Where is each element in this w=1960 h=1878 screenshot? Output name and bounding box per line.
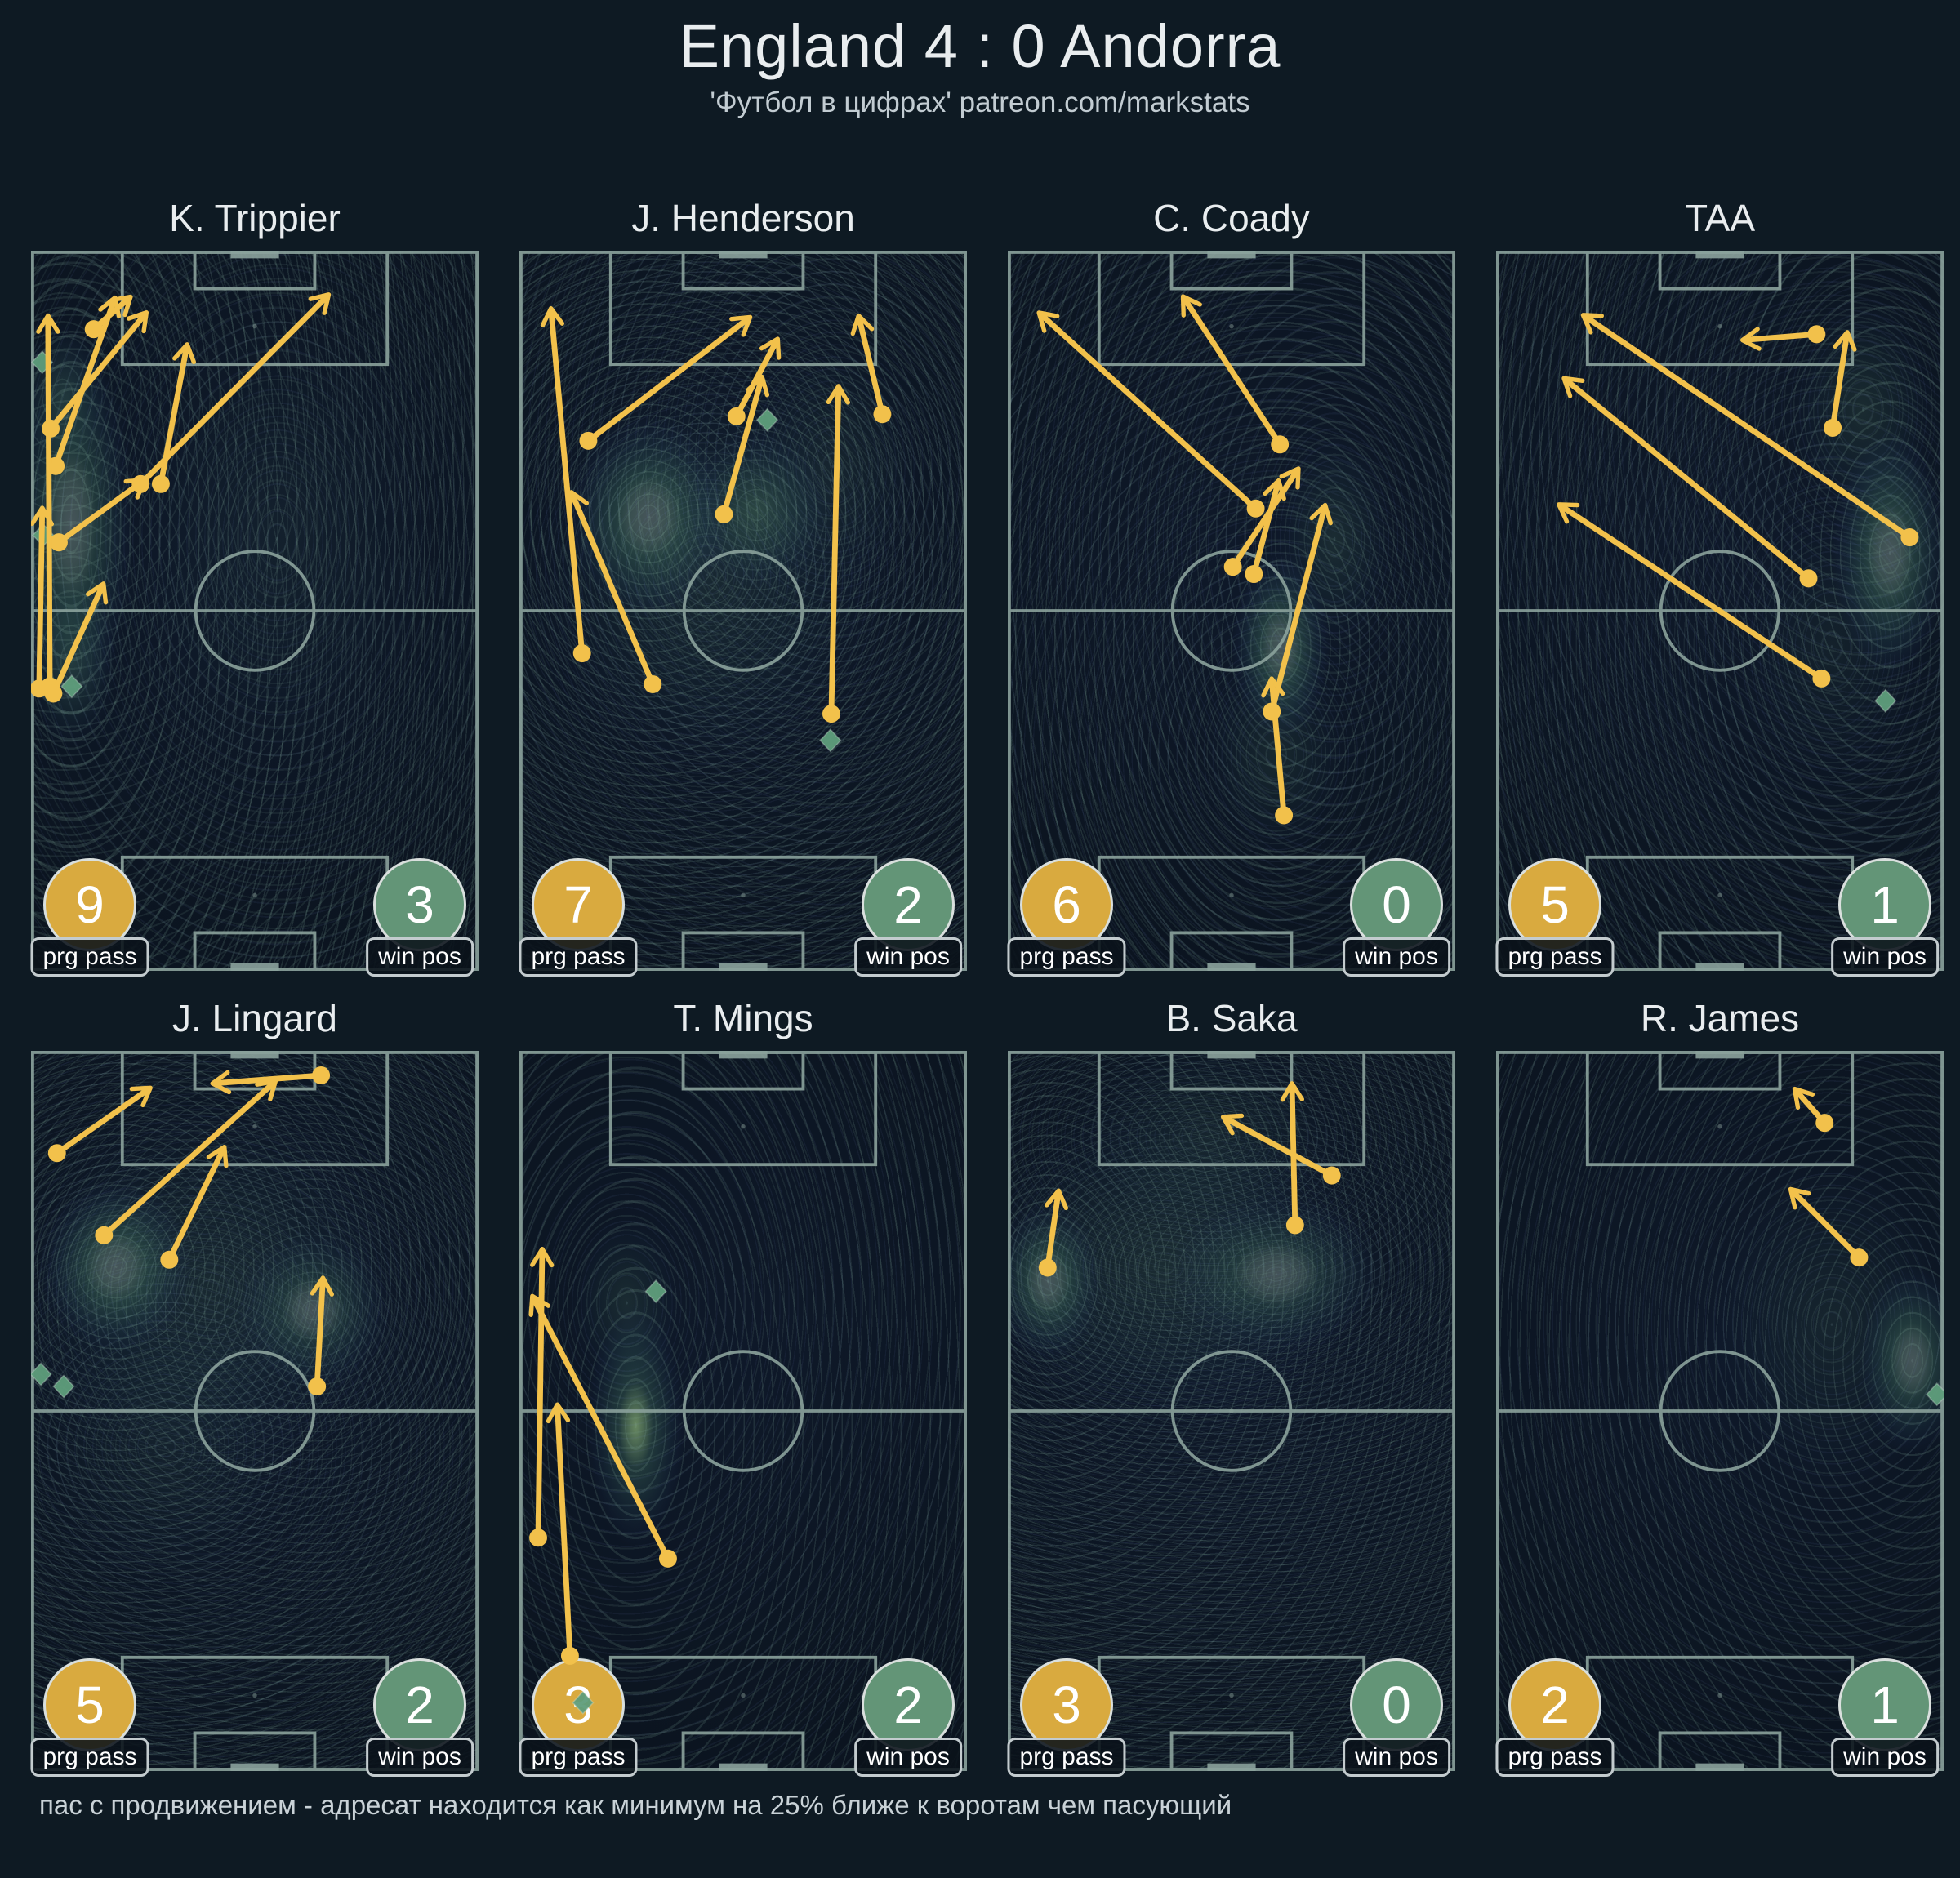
win-pos-label: win pos — [1831, 937, 1939, 977]
player-name: B. Saka — [1165, 997, 1298, 1039]
player-panel: TAA 5 prg pass 1 win pos — [1495, 189, 1944, 977]
prg-pass-label: prg pass — [1007, 1738, 1126, 1777]
win-pos-label: win pos — [1831, 1738, 1939, 1777]
player-panel: B. Saka 3 prg pass 0 win pos — [1007, 990, 1455, 1777]
prg-pass-count: 5 — [43, 1658, 136, 1751]
pitch: 3 prg pass 0 win pos — [1007, 1051, 1455, 1777]
win-pos-label: win pos — [1343, 937, 1450, 977]
prg-pass-count: 2 — [1508, 1658, 1601, 1751]
player-panel: K. Trippier 9 prg pass 3 win pos — [30, 189, 479, 977]
player-panel: T. Mings 3 prg pass 2 win pos — [519, 990, 967, 1777]
prg-pass-label: prg pass — [519, 937, 638, 977]
pitch: 2 prg pass 1 win pos — [1495, 1051, 1944, 1777]
pitch: 9 prg pass 3 win pos — [30, 251, 479, 977]
win-pos-count: 2 — [862, 858, 955, 951]
pitch-lines — [1496, 1051, 1944, 1771]
player-name: J. Henderson — [631, 197, 855, 239]
player-panel: J. Henderson 7 prg pass 2 win pos — [519, 189, 967, 977]
win-pos-count: 2 — [862, 1658, 955, 1751]
player-name: C. Coady — [1153, 197, 1310, 239]
pitch: 5 prg pass 2 win pos — [30, 1051, 479, 1777]
footer-note: пас с продвижением - адресат находится к… — [39, 1790, 1232, 1820]
pitch: 7 prg pass 2 win pos — [519, 251, 967, 977]
win-pos-label: win pos — [854, 1738, 962, 1777]
win-pos-label: win pos — [366, 1738, 474, 1777]
player-name: J. Lingard — [172, 997, 337, 1039]
win-pos-count: 1 — [1838, 1658, 1931, 1751]
prg-pass-label: prg pass — [1495, 937, 1615, 977]
prg-pass-count: 9 — [43, 858, 136, 951]
win-pos-count: 0 — [1350, 858, 1443, 951]
prg-pass-label: prg pass — [30, 1738, 149, 1777]
player-panel: R. James 2 prg pass 1 win pos — [1495, 990, 1944, 1777]
prg-pass-count: 7 — [532, 858, 625, 951]
player-panel: C. Coady 6 prg pass 0 win pos — [1007, 189, 1455, 977]
win-pos-label: win pos — [854, 937, 962, 977]
player-name: T. Mings — [673, 997, 813, 1039]
player-name: R. James — [1640, 997, 1800, 1039]
player-name: K. Trippier — [169, 197, 341, 239]
prg-pass-label: prg pass — [30, 937, 149, 977]
prg-pass-count: 3 — [1020, 1658, 1113, 1751]
win-pos-label: win pos — [366, 937, 474, 977]
page-title: England 4 : 0 Andorra — [679, 12, 1281, 80]
win-pos-label: win pos — [1343, 1738, 1450, 1777]
prg-pass-count: 6 — [1020, 858, 1113, 951]
prg-pass-label: prg pass — [519, 1738, 638, 1777]
player-panel: J. Lingard 5 prg pass 2 win pos — [30, 990, 479, 1777]
win-pos-count: 3 — [373, 858, 466, 951]
pitch-lines — [519, 1051, 967, 1771]
pitch: 6 prg pass 0 win pos — [1007, 251, 1455, 977]
prg-pass-label: prg pass — [1495, 1738, 1615, 1777]
page-subtitle: 'Футбол в цифрах' patreon.com/markstats — [710, 87, 1250, 118]
pitch: 5 prg pass 1 win pos — [1495, 251, 1944, 977]
player-name: TAA — [1684, 197, 1756, 239]
pitch: 3 prg pass 2 win pos — [519, 1051, 967, 1777]
prg-pass-label: prg pass — [1007, 937, 1126, 977]
prg-pass-count: 5 — [1508, 858, 1601, 951]
